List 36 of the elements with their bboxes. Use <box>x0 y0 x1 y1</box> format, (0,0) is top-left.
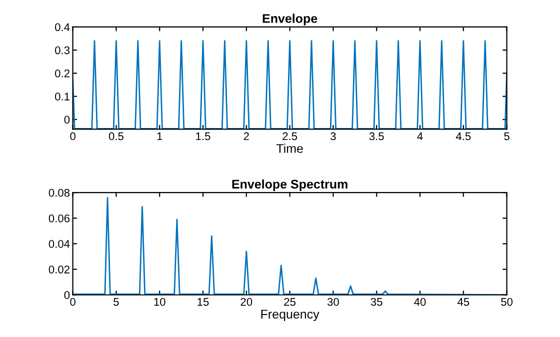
x-tick-label: 15 <box>198 298 209 306</box>
x-tick-label: 0 <box>70 298 76 306</box>
y-tick-label: 0 <box>64 291 70 300</box>
y-tick-label: 0.2 <box>55 70 70 78</box>
y-tick-label: 0.4 <box>55 23 70 32</box>
x-tick-label: 45 <box>457 298 470 306</box>
y-tick-label: 0.08 <box>48 188 70 197</box>
y-tick-label: 0.1 <box>55 92 70 100</box>
x-tick-label: 4.5 <box>456 132 471 140</box>
x-tick-label: 3 <box>330 132 336 140</box>
x-tick-label: 5 <box>504 132 510 140</box>
x-tick-label: 3.5 <box>369 132 384 140</box>
y-tick-label: 0.02 <box>48 266 70 274</box>
x-tick-label: 35 <box>370 298 382 306</box>
x-tick-label: 25 <box>284 298 296 306</box>
x-axis-title: Time <box>276 144 303 153</box>
x-tick-label: 0 <box>70 132 76 140</box>
y-tick-label: 0.06 <box>48 214 70 222</box>
chart-title: Envelope <box>262 14 318 26</box>
x-tick-label: 4 <box>417 132 423 140</box>
x-tick-label: 1.5 <box>196 132 210 140</box>
y-tick-label: 0.3 <box>55 46 70 54</box>
x-tick-label: 2.5 <box>282 132 298 140</box>
x-axis-title: Frequency <box>261 310 320 322</box>
x-tick-label: 40 <box>414 298 426 306</box>
x-tick-label: 30 <box>327 298 339 306</box>
x-tick-label: 10 <box>154 298 166 306</box>
x-tick-label: 20 <box>240 298 252 306</box>
x-tick-label: 2 <box>244 132 249 140</box>
x-tick-label: 50 <box>501 298 513 306</box>
chart-title: Envelope Spectrum <box>232 179 348 192</box>
y-tick-label: 0 <box>64 116 70 124</box>
x-tick-label: 5 <box>114 298 119 306</box>
x-tick-label: 1 <box>157 132 162 140</box>
x-tick-label: 0.5 <box>108 132 124 140</box>
y-tick-label: 0.04 <box>48 240 70 248</box>
